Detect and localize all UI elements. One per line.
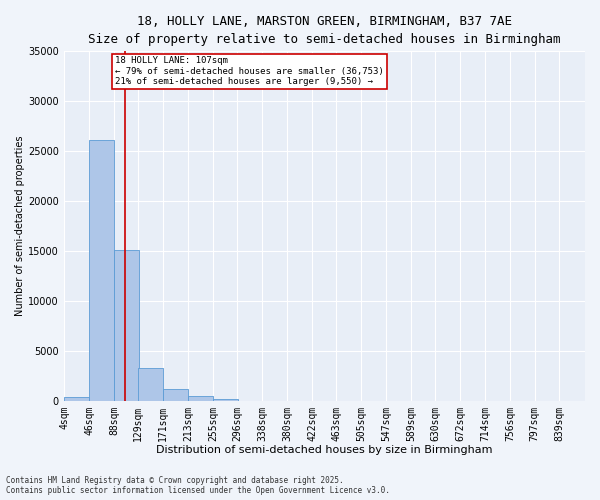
Bar [138, 368, 163, 400]
Bar [213, 398, 238, 400]
Text: 18 HOLLY LANE: 107sqm
← 79% of semi-detached houses are smaller (36,753)
21% of : 18 HOLLY LANE: 107sqm ← 79% of semi-deta… [115, 56, 384, 86]
Bar [163, 388, 188, 400]
Bar [188, 396, 213, 400]
Bar [89, 140, 113, 400]
Text: Contains HM Land Registry data © Crown copyright and database right 2025.
Contai: Contains HM Land Registry data © Crown c… [6, 476, 390, 495]
Bar [64, 397, 89, 400]
Y-axis label: Number of semi-detached properties: Number of semi-detached properties [15, 136, 25, 316]
Bar [114, 250, 139, 400]
X-axis label: Distribution of semi-detached houses by size in Birmingham: Distribution of semi-detached houses by … [156, 445, 493, 455]
Title: 18, HOLLY LANE, MARSTON GREEN, BIRMINGHAM, B37 7AE
Size of property relative to : 18, HOLLY LANE, MARSTON GREEN, BIRMINGHA… [88, 15, 560, 46]
